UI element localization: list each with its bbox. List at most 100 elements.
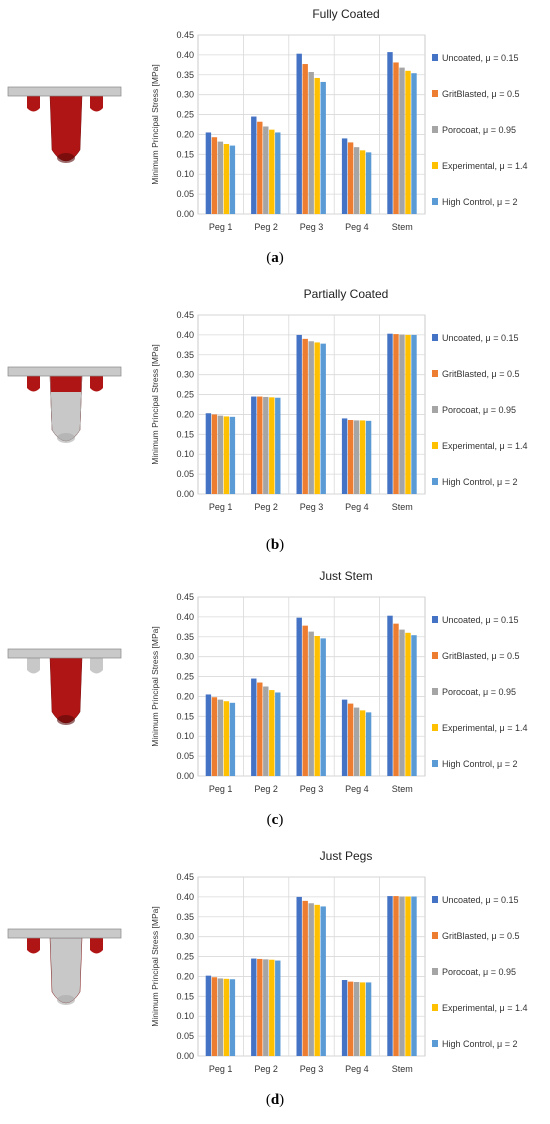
legend-swatch [432, 688, 438, 695]
bar [341, 699, 348, 776]
bar [393, 334, 399, 494]
bar [229, 702, 236, 776]
bar [341, 138, 348, 214]
bar [205, 975, 212, 1056]
bar [387, 52, 393, 214]
bar [411, 334, 417, 494]
bar [353, 147, 360, 214]
legend-label: Uncoated, μ = 0.15 [442, 895, 519, 905]
bar [365, 982, 372, 1056]
y-tick-label: 0.25 [176, 110, 194, 120]
y-tick-label: 0.40 [176, 612, 194, 622]
bar [217, 141, 224, 214]
bar [211, 414, 218, 494]
y-tick-label: 0.35 [176, 632, 194, 642]
y-tick-label: 0.30 [176, 90, 194, 100]
legend-label: Uncoated, μ = 0.15 [442, 53, 519, 63]
y-tick-label: 0.35 [176, 912, 194, 922]
x-tick-label: Peg 2 [254, 222, 278, 232]
bar [314, 904, 320, 1056]
legend-label: Uncoated, μ = 0.15 [442, 615, 519, 625]
legend-swatch [432, 406, 438, 413]
y-tick-label: 0.35 [176, 350, 194, 360]
bar [405, 896, 411, 1056]
bar [365, 420, 372, 494]
bar [308, 631, 314, 776]
bar [263, 686, 269, 776]
implant-illustration [7, 928, 122, 1005]
bar [257, 121, 263, 214]
implant-peg [90, 938, 103, 954]
panel-caption: (d) [265, 1092, 285, 1108]
bar [217, 699, 224, 776]
bar [302, 64, 308, 214]
y-tick-label: 0.20 [176, 129, 194, 139]
implant-illustration [7, 366, 122, 443]
y-axis-label: Minimum Principal Stress [MPa] [150, 344, 160, 464]
x-tick-label: Peg 4 [345, 222, 369, 232]
implant-baseplate [7, 366, 122, 377]
bar [251, 396, 257, 494]
figure-panel: Just Pegs 0.00 0.05 0.10 0.15 0.20 0.25 0.30 0.3… [0, 842, 550, 1124]
legend-swatch [432, 724, 438, 731]
bar [314, 635, 320, 776]
bar [223, 701, 230, 776]
bar [296, 334, 302, 494]
bar [399, 896, 405, 1056]
bar [359, 982, 366, 1056]
implant-baseplate [7, 648, 122, 659]
legend-swatch [432, 162, 438, 169]
y-tick-label: 0.15 [176, 711, 194, 721]
legend-label: GritBlasted, μ = 0.5 [442, 369, 519, 379]
bar [275, 132, 281, 214]
chart-title: Fully Coated [312, 7, 379, 21]
y-tick-label: 0.05 [176, 751, 194, 761]
legend-label: Experimental, μ = 1.4 [442, 1003, 527, 1013]
implant-illustration [7, 86, 122, 163]
bar [405, 334, 411, 494]
y-tick-label: 0.30 [176, 932, 194, 942]
legend-swatch [432, 616, 438, 623]
x-tick-label: Stem [392, 1064, 413, 1074]
bar [359, 150, 366, 214]
figure-panel: Fully Coated 0.00 0.05 0.10 0.15 0.20 0.25 0.30… [0, 0, 550, 280]
bar [399, 629, 405, 776]
legend-label: High Control, μ = 2 [442, 197, 517, 207]
bar [223, 143, 230, 214]
legend-label: GritBlasted, μ = 0.5 [442, 651, 519, 661]
x-tick-label: Peg 3 [300, 784, 324, 794]
bar [223, 416, 230, 494]
legend-label: High Control, μ = 2 [442, 759, 517, 769]
bar [411, 73, 417, 214]
figure-panel: Just Stem 0.00 0.05 0.10 0.15 0.20 0.25 0.30 0.3… [0, 562, 550, 842]
bar [399, 67, 405, 215]
x-tick-label: Peg 4 [345, 502, 369, 512]
bar [365, 152, 372, 214]
y-tick-label: 0.30 [176, 370, 194, 380]
bar [308, 341, 314, 494]
bar [341, 418, 348, 494]
legend-label: Porocoat, μ = 0.95 [442, 967, 516, 977]
legend-swatch [432, 54, 438, 61]
y-tick-label: 0.45 [176, 872, 194, 882]
y-tick-label: 0.05 [176, 1031, 194, 1041]
legend-label: Experimental, μ = 1.4 [442, 723, 527, 733]
bar [387, 896, 393, 1056]
x-tick-label: Peg 1 [209, 502, 233, 512]
legend-swatch [432, 760, 438, 767]
x-tick-label: Peg 4 [345, 784, 369, 794]
bar [205, 694, 212, 776]
y-tick-label: 0.05 [176, 469, 194, 479]
bar [229, 145, 236, 214]
implant-baseplate [7, 86, 122, 97]
y-tick-label: 0.15 [176, 991, 194, 1001]
legend-swatch [432, 896, 438, 903]
bar [405, 70, 411, 214]
legend-label: GritBlasted, μ = 0.5 [442, 931, 519, 941]
bar [296, 896, 302, 1056]
x-tick-label: Peg 1 [209, 222, 233, 232]
legend-swatch [432, 968, 438, 975]
bar [257, 958, 263, 1056]
bar [251, 958, 257, 1056]
bar [393, 896, 399, 1056]
